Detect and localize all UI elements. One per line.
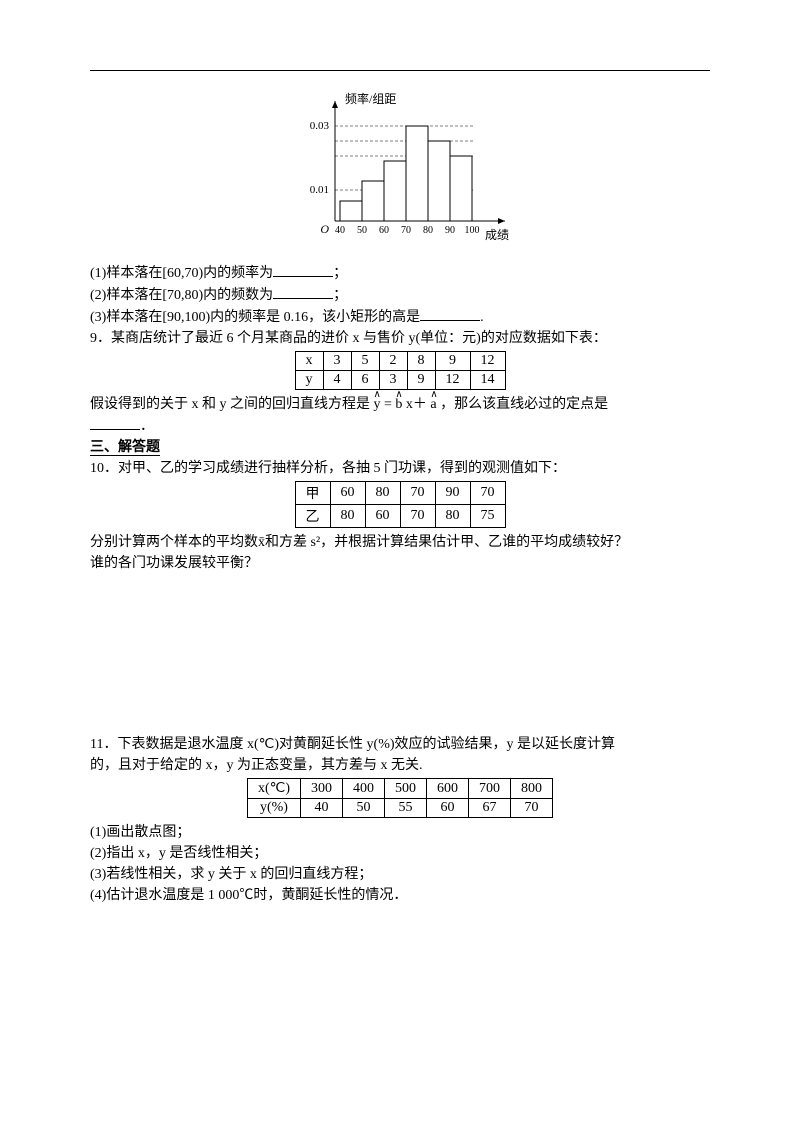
q8-2a: (2)样本落在[70,80)内的频数为 <box>90 288 273 303</box>
q8-line2: (2)样本落在[70,80)内的频数为 ； <box>90 284 710 306</box>
xtick-2: 60 <box>379 225 389 236</box>
q9-intro: 9．某商店统计了最近 6 个月某商品的进价 x 与售价 y(单位：元)的对应数据… <box>90 328 710 349</box>
q8-1a: (1)样本落在[60,70)内的频率为 <box>90 266 273 281</box>
cell: y <box>295 371 323 390</box>
cell: 9 <box>435 352 470 371</box>
q9-period: ． <box>140 419 154 434</box>
q10-intro: 10．对甲、乙的学习成绩进行抽样分析，各抽 5 门功课，得到的观测值如下： <box>90 458 710 479</box>
cell: 700 <box>469 779 511 799</box>
cell: 80 <box>365 482 400 505</box>
cell: 60 <box>330 482 365 505</box>
cell: 甲 <box>295 482 330 505</box>
q11-intro1: 11．下表数据是退水温度 x(℃)对黄酮延长性 y(%)效应的试验结果，y 是以… <box>90 734 710 755</box>
q11-row2: y(%) 40 50 55 60 67 70 <box>247 799 552 818</box>
cell: 400 <box>343 779 385 799</box>
cell: 8 <box>407 352 435 371</box>
cell: 3 <box>323 352 351 371</box>
cell: 70 <box>511 799 553 818</box>
section3: 三、解答题 <box>90 437 710 458</box>
cell: 90 <box>435 482 470 505</box>
cell: 乙 <box>295 505 330 528</box>
q8-blank3 <box>420 306 480 321</box>
q11-row1: x(℃) 300 400 500 600 700 800 <box>247 779 552 799</box>
q10-tail1: 分别计算两个样本的平均数x̄和方差 s²，并根据计算结果估计甲、乙谁的平均成绩较… <box>90 532 710 553</box>
q8-blank1 <box>273 262 333 277</box>
eq-bhat: ∧b <box>395 397 402 412</box>
q11-intro2: 的，且对于给定的 x，y 为正态变量，其方差与 x 无关. <box>90 755 710 776</box>
xtick-5: 90 <box>445 225 455 236</box>
cell: 2 <box>379 352 407 371</box>
cell: 70 <box>400 505 435 528</box>
cell: 12 <box>470 352 505 371</box>
top-rule <box>90 70 710 71</box>
q11-p4: (4)估计退水温度是 1 000℃时，黄酮延长性的情况． <box>90 885 710 906</box>
q11-p3: (3)若线性相关，求 y 关于 x 的回归直线方程； <box>90 864 710 885</box>
q11-table: x(℃) 300 400 500 600 700 800 y(%) 40 50 … <box>247 778 553 818</box>
q9-tail: 假设得到的关于 x 和 y 之间的回归直线方程是 ∧y = ∧b x＋ ∧a ，… <box>90 394 710 415</box>
x-axis-label: 成绩 <box>485 228 509 242</box>
histogram-figure: 0.03 0.01 40 50 60 70 80 90 100 O 频率/组距 … <box>90 91 710 256</box>
xtick-1: 50 <box>357 225 367 236</box>
cell: 500 <box>385 779 427 799</box>
cell: x <box>295 352 323 371</box>
ytick-1: 0.01 <box>310 184 329 196</box>
q11-p1: (1)画出散点图； <box>90 822 710 843</box>
section3-title: 三、解答题 <box>90 440 160 456</box>
q10-row1: 甲 60 80 70 90 70 <box>295 482 505 505</box>
histogram-svg: 0.03 0.01 40 50 60 70 80 90 100 O 频率/组距 … <box>285 91 515 251</box>
q8-blank2 <box>273 284 333 299</box>
spacer <box>90 574 710 734</box>
q8-1b: ； <box>333 266 347 281</box>
eq-mid: x＋ <box>406 397 427 412</box>
cell: 75 <box>470 505 505 528</box>
y-axis-label: 频率/组距 <box>345 91 396 106</box>
q9-row1: x 3 5 2 8 9 12 <box>295 352 505 371</box>
cell: 60 <box>365 505 400 528</box>
origin-label: O <box>320 222 329 236</box>
q10-table: 甲 60 80 70 90 70 乙 80 60 70 80 75 <box>295 481 506 528</box>
cell: 600 <box>427 779 469 799</box>
q9-table: x 3 5 2 8 9 12 y 4 6 3 9 12 14 <box>295 351 506 390</box>
cell: 300 <box>301 779 343 799</box>
q8-2b: ； <box>333 288 347 303</box>
q9-tail-c: ． <box>90 415 710 437</box>
cell: 55 <box>385 799 427 818</box>
q11-p2: (2)指出 x，y 是否线性相关； <box>90 843 710 864</box>
q8-3a: (3)样本落在[90,100)内的频率是 0.16，该小矩形的高是 <box>90 310 420 325</box>
cell: 40 <box>301 799 343 818</box>
eq-yhat: ∧y <box>374 397 381 412</box>
q10-tail2: 谁的各门功课发展较平衡？ <box>90 553 710 574</box>
q8-line3: (3)样本落在[90,100)内的频率是 0.16，该小矩形的高是. <box>90 306 710 328</box>
xtick-0: 40 <box>335 225 345 236</box>
cell: 70 <box>400 482 435 505</box>
q8-3b: . <box>480 310 484 325</box>
cell: 14 <box>470 371 505 390</box>
cell: 800 <box>511 779 553 799</box>
cell: 12 <box>435 371 470 390</box>
cell: 80 <box>330 505 365 528</box>
cell: 5 <box>351 352 379 371</box>
cell: 60 <box>427 799 469 818</box>
q8-line1: (1)样本落在[60,70)内的频率为 ； <box>90 262 710 284</box>
ytick-0: 0.03 <box>310 120 330 132</box>
xtick-4: 80 <box>423 225 433 236</box>
xtick-6: 100 <box>465 225 480 236</box>
q9-tail-b: ，那么该直线必过的定点是 <box>440 397 608 412</box>
cell: 50 <box>343 799 385 818</box>
eq-eq: = <box>384 397 395 412</box>
eq-ahat: ∧a <box>430 397 436 412</box>
q10-row2: 乙 80 60 70 80 75 <box>295 505 505 528</box>
cell: 70 <box>470 482 505 505</box>
cell: y(%) <box>247 799 300 818</box>
cell: 67 <box>469 799 511 818</box>
cell: 4 <box>323 371 351 390</box>
xtick-3: 70 <box>401 225 411 236</box>
cell: 80 <box>435 505 470 528</box>
q9-tail-a: 假设得到的关于 x 和 y 之间的回归直线方程是 <box>90 397 370 412</box>
q9-blank <box>90 415 140 430</box>
cell: x(℃) <box>247 779 300 799</box>
cell: 3 <box>379 371 407 390</box>
